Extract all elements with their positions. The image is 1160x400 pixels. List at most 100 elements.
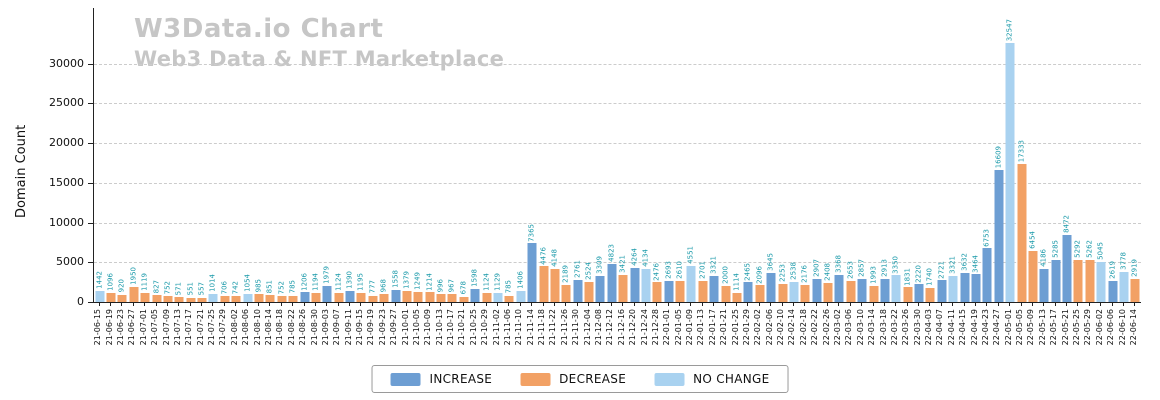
x-tick-mark bbox=[485, 303, 487, 306]
bar-value-label: 3350 bbox=[891, 255, 900, 274]
bar-slot: 4264 bbox=[629, 8, 640, 302]
bar-decrease bbox=[152, 295, 162, 302]
bar-slot: 1124 bbox=[333, 8, 344, 302]
bar-value-label: 3778 bbox=[1119, 252, 1128, 270]
x-tick: 21-10-21 bbox=[457, 303, 468, 359]
bar-slot: 2721 bbox=[936, 8, 947, 302]
x-tick: 21-10-13 bbox=[434, 303, 445, 359]
legend-swatch-increase-icon bbox=[390, 372, 421, 386]
bar-decrease bbox=[447, 294, 457, 302]
bar-value-label: 571 bbox=[174, 282, 183, 296]
x-tick-mark bbox=[679, 303, 681, 306]
x-tick-mark bbox=[110, 303, 112, 306]
bar-value-label: 557 bbox=[197, 282, 206, 296]
y-tick-label: 10000 bbox=[49, 215, 84, 229]
bar-slot: 4186 bbox=[1039, 8, 1050, 302]
bar-decrease bbox=[265, 295, 275, 302]
x-tick: 21-11-02 bbox=[491, 303, 502, 359]
x-tick-label: 22-01-05 bbox=[673, 309, 683, 346]
x-tick-label: 21-12-12 bbox=[605, 309, 615, 346]
bar-value-label: 1194 bbox=[311, 272, 320, 291]
bar-nochange bbox=[243, 293, 253, 302]
bar-value-label: 3632 bbox=[960, 253, 969, 272]
x-tick-mark bbox=[895, 303, 897, 306]
x-tick-label: 21-07-29 bbox=[218, 309, 228, 346]
bar-value-label: 1129 bbox=[493, 273, 502, 292]
x-tick: 21-11-18 bbox=[537, 303, 548, 359]
y-tick-mark bbox=[88, 63, 93, 65]
x-tick-label: 21-07-17 bbox=[184, 309, 194, 346]
bar-decrease bbox=[721, 286, 731, 302]
legend-item-no-change: NO CHANGE bbox=[654, 372, 769, 386]
bar-value-label: 3421 bbox=[618, 255, 627, 273]
x-tick-label: 22-04-11 bbox=[946, 309, 956, 346]
bar-nochange bbox=[789, 281, 799, 302]
bar-slot: 1558 bbox=[390, 8, 401, 302]
x-tick-mark bbox=[474, 303, 476, 306]
x-tick-label: 22-06-14 bbox=[1128, 309, 1138, 346]
bar-slot: 1740 bbox=[925, 8, 936, 302]
bar-nochange bbox=[948, 275, 958, 302]
x-tick: 22-05-25 bbox=[1072, 303, 1083, 359]
bar-slot: 5292 bbox=[1073, 8, 1084, 302]
x-tick-mark bbox=[986, 303, 988, 306]
bar-decrease bbox=[117, 294, 127, 302]
bar-decrease bbox=[1085, 260, 1095, 302]
x-tick: 21-09-27 bbox=[389, 303, 400, 359]
x-tick-label: 21-10-09 bbox=[423, 309, 433, 346]
x-tick-label: 22-02-22 bbox=[810, 309, 820, 346]
x-tick-mark bbox=[269, 303, 271, 306]
x-tick-mark bbox=[667, 303, 669, 306]
x-tick-mark bbox=[565, 303, 567, 306]
bar-nochange bbox=[516, 290, 526, 302]
bar-value-label: 1390 bbox=[345, 271, 354, 289]
bar-decrease bbox=[1028, 250, 1038, 302]
bar-slot: 2538 bbox=[788, 8, 799, 302]
x-tick-mark bbox=[98, 303, 100, 306]
bar-increase bbox=[345, 290, 355, 302]
bar-decrease bbox=[231, 296, 241, 302]
bar-increase bbox=[812, 278, 822, 302]
x-tick-mark bbox=[724, 303, 726, 306]
bar-value-label: 6753 bbox=[982, 228, 991, 247]
bar-value-label: 6454 bbox=[1028, 230, 1037, 249]
x-tick-mark bbox=[997, 303, 999, 306]
bar-value-label: 785 bbox=[288, 280, 297, 294]
x-tick: 22-05-17 bbox=[1049, 303, 1060, 359]
bar-value-label: 785 bbox=[504, 280, 513, 294]
legend-item-decrease: DECREASE bbox=[520, 372, 626, 386]
x-tick: 21-09-23 bbox=[378, 303, 389, 359]
bar-value-label: 3464 bbox=[971, 254, 980, 273]
x-tick-mark bbox=[383, 303, 385, 306]
bar-increase bbox=[766, 273, 776, 302]
bar-decrease bbox=[379, 294, 389, 302]
x-tick-mark bbox=[599, 303, 601, 306]
bar-slot: 1054 bbox=[242, 8, 253, 302]
x-tick: 21-11-10 bbox=[514, 303, 525, 359]
bar-slot: 2096 bbox=[754, 8, 765, 302]
x-tick-mark bbox=[1009, 303, 1011, 306]
x-tick-mark bbox=[258, 303, 259, 306]
bar-value-label: 1406 bbox=[516, 271, 525, 289]
bar-slot: 1442 bbox=[94, 8, 105, 302]
gridline bbox=[94, 182, 1141, 184]
y-tick-mark bbox=[88, 143, 93, 145]
bar-slot: 8472 bbox=[1061, 8, 1072, 302]
bar-value-label: 742 bbox=[231, 280, 240, 295]
bar-decrease bbox=[1017, 164, 1026, 302]
bar-value-label: 5292 bbox=[1073, 240, 1082, 258]
x-tick-label: 21-11-14 bbox=[525, 309, 535, 346]
bar-value-label: 4551 bbox=[686, 246, 695, 264]
x-tick: 21-09-11 bbox=[343, 303, 354, 359]
bar-slot: 5045 bbox=[1095, 8, 1106, 302]
bar-slot: 1194 bbox=[310, 8, 321, 302]
bar-slot: 3632 bbox=[959, 8, 970, 302]
bar-slot: 996 bbox=[435, 8, 446, 302]
x-tick: 21-08-30 bbox=[309, 303, 320, 359]
bar-slot: 1014 bbox=[208, 8, 219, 302]
x-tick-mark bbox=[838, 303, 840, 306]
x-tick-mark bbox=[508, 303, 510, 306]
bar-value-label: 4148 bbox=[550, 249, 559, 268]
x-tick-mark bbox=[804, 303, 806, 306]
bar-decrease bbox=[846, 280, 856, 302]
